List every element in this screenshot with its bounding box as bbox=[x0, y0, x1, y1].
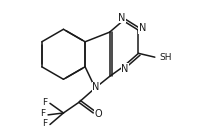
Text: O: O bbox=[94, 109, 102, 119]
Text: N: N bbox=[118, 13, 126, 23]
Text: N: N bbox=[139, 23, 146, 33]
Text: F: F bbox=[42, 119, 47, 128]
Text: N: N bbox=[121, 64, 129, 74]
Text: SH: SH bbox=[160, 53, 172, 62]
Text: N: N bbox=[92, 82, 100, 92]
Text: F: F bbox=[40, 109, 45, 118]
Text: F: F bbox=[42, 98, 47, 107]
